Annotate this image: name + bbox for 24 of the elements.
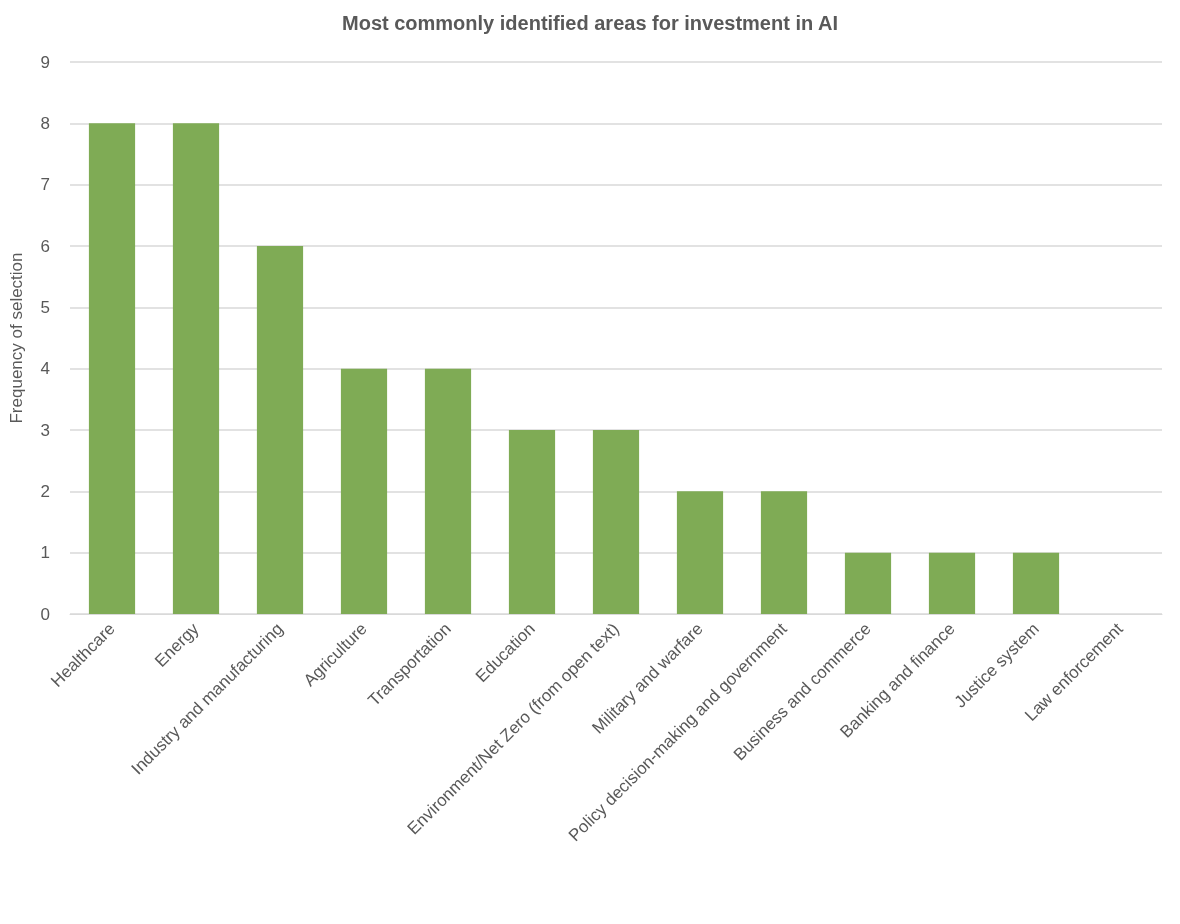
y-tick-label: 4 — [40, 359, 50, 379]
bar — [88, 123, 136, 614]
y-tick-label: 8 — [40, 113, 50, 133]
y-axis-title: Frequency of selection — [7, 252, 26, 424]
y-tick-label: 2 — [40, 481, 50, 501]
bar — [340, 368, 388, 614]
y-tick-label: 6 — [40, 236, 50, 256]
y-tick-label: 0 — [40, 604, 50, 624]
bar — [172, 123, 220, 614]
bar — [928, 552, 976, 614]
bar — [760, 491, 808, 614]
bar — [592, 430, 640, 614]
bar — [508, 430, 556, 614]
bar — [676, 491, 724, 614]
bar — [256, 246, 304, 614]
y-tick-label: 9 — [40, 52, 50, 72]
bar — [1012, 552, 1060, 614]
y-tick-label: 5 — [40, 297, 50, 317]
chart-title: Most commonly identified areas for investment in AI — [341, 12, 839, 34]
bar — [844, 552, 892, 614]
y-tick-label: 1 — [40, 543, 50, 563]
y-tick-label: 7 — [40, 175, 50, 195]
y-tick-label: 3 — [40, 420, 50, 440]
bar — [424, 368, 472, 614]
